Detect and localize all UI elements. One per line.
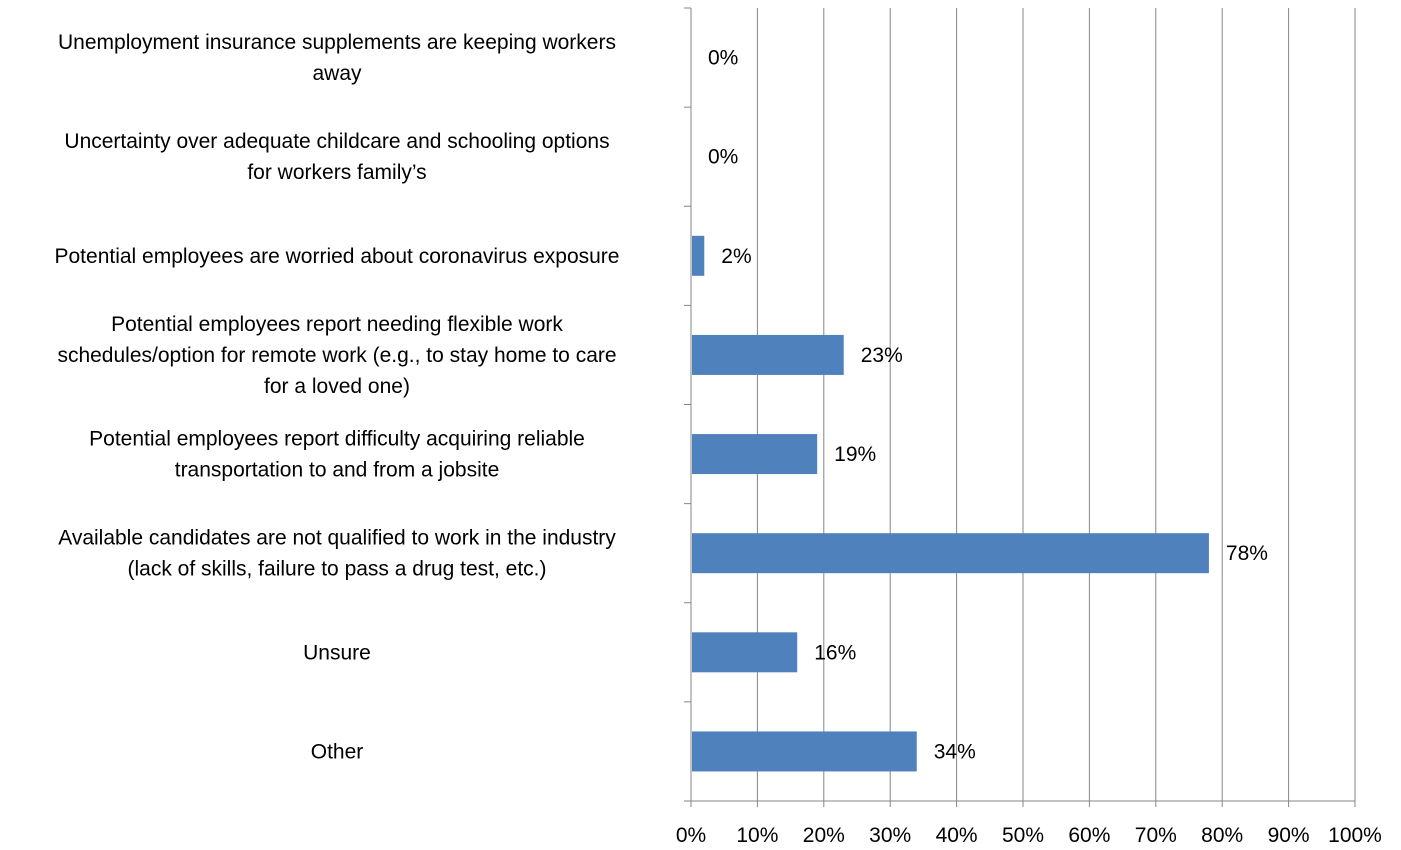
data-label: 19%: [834, 443, 876, 466]
gridlines: [756, 8, 1356, 801]
category-label: Unemployment insurance supplements are k…: [58, 31, 616, 85]
x-tick-label: 10%: [736, 824, 778, 847]
x-tick-label: 100%: [1328, 824, 1382, 847]
data-label: 0%: [708, 146, 738, 169]
bar: [692, 434, 818, 475]
category-label-line: transportation to and from a jobsite: [175, 459, 500, 482]
bar: [692, 334, 844, 375]
data-label: 34%: [934, 740, 976, 763]
bar: [692, 533, 1209, 574]
data-label: 23%: [861, 344, 903, 367]
x-tick-label: 30%: [869, 824, 911, 847]
bars: [692, 235, 1209, 772]
bar: [692, 731, 917, 772]
labels: 0% 10% 20% 30% 40% 50% 60% 70% 80% 90% 100% 0% Unemp…: [55, 31, 1382, 847]
x-tick-label: 0%: [676, 824, 706, 847]
category-label: Other: [311, 740, 364, 763]
data-label: 0%: [708, 47, 738, 70]
category-label-line: (lack of skills, failure to pass a drug …: [128, 558, 547, 581]
category-label: Available candidates are not qualified t…: [58, 527, 616, 581]
x-tick-label: 70%: [1135, 824, 1177, 847]
axes: [684, 7, 1356, 807]
x-tick-label: 20%: [803, 824, 845, 847]
category-label: Potential employees report difficulty ac…: [89, 428, 585, 482]
bar: [692, 235, 705, 276]
data-label: 2%: [721, 245, 751, 268]
category-label: Unsure: [303, 641, 371, 664]
category-label-line: Uncertainty over adequate childcare and …: [64, 130, 609, 153]
x-tick-label: 50%: [1002, 824, 1044, 847]
category-label-line: Available candidates are not qualified t…: [58, 527, 616, 550]
x-tick-label: 40%: [936, 824, 978, 847]
bar: [692, 632, 798, 673]
x-tick-label: 60%: [1068, 824, 1110, 847]
category-label-line: for workers family’s: [247, 161, 426, 184]
category-label-line: Other: [311, 740, 364, 763]
data-label: 78%: [1226, 542, 1268, 565]
x-tick-label: 90%: [1268, 824, 1310, 847]
category-label: Potential employees report needing flexi…: [57, 313, 616, 398]
category-label-line: away: [312, 62, 362, 85]
category-label-line: schedules/option for remote work (e.g., …: [57, 344, 616, 367]
category-label: Uncertainty over adequate childcare and …: [64, 130, 609, 184]
category-label-line: Unsure: [303, 641, 371, 664]
x-tick-label: 80%: [1201, 824, 1243, 847]
category-label-line: Potential employees report difficulty ac…: [89, 428, 585, 451]
category-label-line: Potential employees are worried about co…: [55, 245, 620, 268]
category-label-line: Potential employees report needing flexi…: [111, 313, 563, 336]
category-label: Potential employees are worried about co…: [55, 245, 620, 268]
data-label: 16%: [814, 641, 856, 664]
category-label-line: for a loved one): [264, 375, 410, 398]
category-label-line: Unemployment insurance supplements are k…: [58, 31, 616, 54]
